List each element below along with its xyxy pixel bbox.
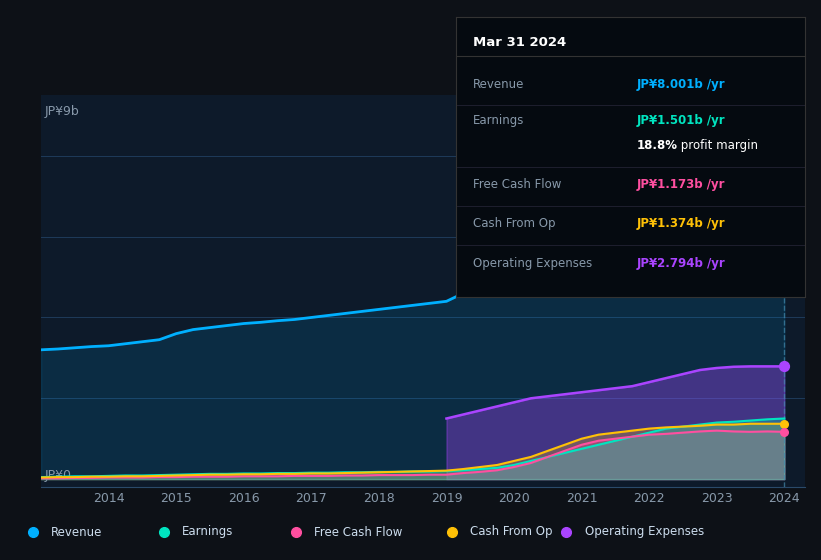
Text: JP¥1.501b /yr: JP¥1.501b /yr	[637, 114, 726, 127]
Text: Earnings: Earnings	[182, 525, 234, 539]
Point	[777, 419, 791, 428]
Text: JP¥0: JP¥0	[44, 469, 71, 482]
Point	[777, 427, 791, 436]
Text: profit margin: profit margin	[677, 139, 759, 152]
Text: Operating Expenses: Operating Expenses	[473, 256, 592, 270]
Text: Revenue: Revenue	[51, 525, 103, 539]
Text: JP¥1.374b /yr: JP¥1.374b /yr	[637, 217, 726, 231]
Text: JP¥1.173b /yr: JP¥1.173b /yr	[637, 178, 726, 192]
Text: 18.8%: 18.8%	[637, 139, 678, 152]
Text: JP¥9b: JP¥9b	[44, 105, 79, 118]
Text: Cash From Op: Cash From Op	[473, 217, 556, 231]
Text: Revenue: Revenue	[473, 77, 525, 91]
Text: Cash From Op: Cash From Op	[470, 525, 552, 539]
Text: Operating Expenses: Operating Expenses	[585, 525, 704, 539]
Point	[777, 362, 791, 371]
Text: Earnings: Earnings	[473, 114, 525, 127]
Point	[777, 151, 791, 160]
Text: JP¥8.001b /yr: JP¥8.001b /yr	[637, 77, 726, 91]
Text: Free Cash Flow: Free Cash Flow	[473, 178, 562, 192]
Text: Free Cash Flow: Free Cash Flow	[314, 525, 402, 539]
Text: JP¥2.794b /yr: JP¥2.794b /yr	[637, 256, 726, 270]
Text: Mar 31 2024: Mar 31 2024	[473, 36, 566, 49]
